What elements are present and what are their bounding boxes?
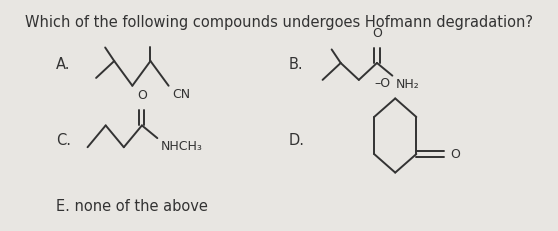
Text: B.: B. xyxy=(288,57,303,72)
Text: O: O xyxy=(450,148,460,161)
Text: NHCH₃: NHCH₃ xyxy=(161,140,203,153)
Text: C.: C. xyxy=(56,133,71,148)
Text: O: O xyxy=(372,27,382,40)
Text: E. none of the above: E. none of the above xyxy=(56,199,208,214)
Text: Which of the following compounds undergoes Hofmann degradation?: Which of the following compounds undergo… xyxy=(25,15,533,30)
Text: CN: CN xyxy=(172,88,190,101)
Text: A.: A. xyxy=(56,57,70,72)
Text: NH₂: NH₂ xyxy=(396,78,420,91)
Text: –O: –O xyxy=(375,77,391,90)
Text: O: O xyxy=(137,89,147,102)
Text: D.: D. xyxy=(288,133,305,148)
